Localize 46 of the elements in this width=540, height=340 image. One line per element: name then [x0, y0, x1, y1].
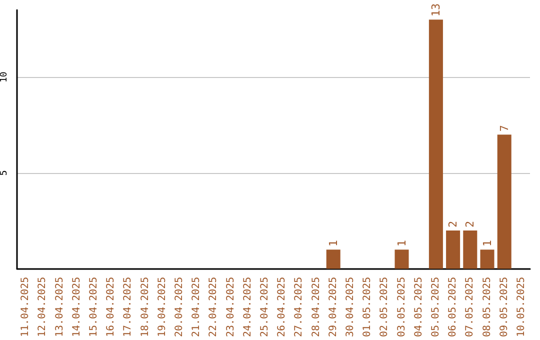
x-tick-label: 19.04.2025: [156, 276, 168, 338]
x-tick-label: 22.04.2025: [208, 276, 220, 338]
bar: [446, 230, 460, 269]
x-tick-label: 20.04.2025: [174, 276, 185, 338]
data-label: 1: [395, 240, 408, 247]
bar: [394, 250, 409, 269]
bar: [428, 20, 443, 269]
y-tick-label: 10: [0, 72, 10, 83]
x-tick-label: 26.04.2025: [276, 276, 288, 338]
x-tick-label: 09.05.2025: [498, 276, 510, 338]
data-label: 13: [429, 3, 442, 17]
x-tick-label: 29.04.2025: [328, 276, 339, 338]
x-tick-label: 21.04.2025: [191, 276, 202, 338]
bar: [497, 134, 512, 269]
x-tick-label: 05.05.2025: [430, 276, 442, 338]
x-tick-label: 30.04.2025: [344, 276, 356, 338]
x-tick-label: 13.04.2025: [54, 276, 66, 338]
x-tick-label: 07.05.2025: [464, 276, 476, 338]
x-tick-label: 14.04.2025: [71, 276, 82, 338]
data-label: 2: [446, 220, 460, 228]
x-tick-label: 18.04.2025: [140, 276, 151, 338]
x-tick-label: 12.04.2025: [37, 276, 48, 338]
y-tick-label: 5: [0, 170, 10, 176]
bar: [326, 250, 340, 269]
x-tick-label: 28.04.2025: [310, 276, 322, 338]
bar: [463, 230, 478, 269]
x-tick-label: 17.04.2025: [122, 276, 134, 338]
x-tick-label: 01.05.2025: [362, 276, 374, 338]
x-tick-label: 16.04.2025: [106, 276, 117, 338]
x-tick-label: 02.05.2025: [379, 276, 390, 338]
x-tick-label: 10.05.2025: [516, 276, 527, 338]
x-tick-label: 06.05.2025: [448, 276, 459, 338]
x-tick-label: 25.04.2025: [259, 276, 270, 338]
x-tick-label: 15.04.2025: [88, 276, 100, 338]
bar: [480, 250, 494, 269]
x-tick-label: 08.05.2025: [482, 276, 493, 338]
x-tick-label: 24.04.2025: [242, 276, 254, 338]
x-tick-label: 23.04.2025: [225, 276, 236, 338]
data-label: 1: [480, 240, 494, 247]
data-label: 7: [498, 124, 511, 132]
x-tick-label: 04.05.2025: [413, 276, 424, 338]
data-label: 2: [464, 220, 477, 228]
x-tick-label: 03.05.2025: [396, 276, 408, 338]
x-tick-label: 11.04.2025: [20, 276, 32, 338]
x-tick-label: 27.04.2025: [294, 276, 305, 338]
data-label: 1: [326, 240, 340, 247]
